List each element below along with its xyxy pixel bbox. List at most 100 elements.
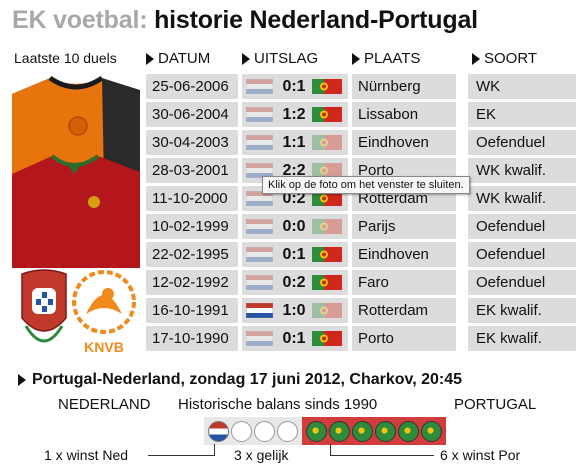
legend-draw: 3 x gelijk <box>234 447 289 463</box>
cell-result: 0:1 <box>242 326 348 351</box>
netherlands-flag-icon <box>246 163 273 178</box>
portugal-flag-icon <box>312 303 342 318</box>
table-row: 25-06-2006 0:1 Nürnberg WK <box>146 74 576 99</box>
col-header-place: PLAATS <box>352 50 420 67</box>
cell-place: Eindhoven <box>352 242 456 267</box>
arrow-right-icon <box>146 52 154 65</box>
score: 0:0 <box>282 218 306 235</box>
netherlands-flag-icon <box>246 107 273 122</box>
cell-kind: Oefenduel <box>468 242 576 267</box>
cell-kind: EK kwalif. <box>468 298 576 323</box>
cell-result: 1:2 <box>242 102 348 127</box>
score: 0:1 <box>282 246 306 263</box>
cell-kind: EK <box>468 102 576 127</box>
subtitle: Laatste 10 duels <box>14 50 117 66</box>
cell-date: 22-02-1995 <box>146 242 238 267</box>
portugal-jersey-image[interactable] <box>12 150 140 268</box>
portugal-flag-icon <box>312 163 342 178</box>
arrow-right-icon <box>472 52 480 65</box>
fpf-logo <box>21 269 67 343</box>
draw-coin-icon <box>254 420 275 442</box>
col-header-date-label: DATUM <box>158 50 211 67</box>
legend-connector <box>330 444 331 456</box>
cell-date: 28-03-2001 <box>146 158 238 183</box>
draw-coin-icon <box>277 420 298 442</box>
score: 0:2 <box>282 190 306 207</box>
legend-connector <box>214 444 215 456</box>
netherlands-flag-icon <box>246 331 273 346</box>
score: 1:0 <box>282 302 306 319</box>
table-row: 17-10-1990 0:1 Porto EK kwalif. <box>146 326 576 351</box>
nl-win-coin-icon <box>208 420 229 442</box>
pt-win-coin-icon <box>329 420 350 442</box>
table-row: 22-02-1995 0:1 Eindhoven Oefenduel <box>146 242 576 267</box>
arrow-right-icon <box>18 374 26 386</box>
next-match-text: Portugal-Nederland, zondag 17 juni 2012,… <box>32 371 463 388</box>
table-row: 30-04-2003 1:1 Eindhoven Oefenduel <box>146 130 576 155</box>
cell-place: Parijs <box>352 214 456 239</box>
cell-result: 0:1 <box>242 242 348 267</box>
balance-bar <box>204 417 446 445</box>
legend-connector <box>148 455 214 456</box>
col-header-result-label: UITSLAG <box>254 50 319 67</box>
score: 0:2 <box>282 274 306 291</box>
draw-coin-icon <box>231 420 252 442</box>
cell-kind: Oefenduel <box>468 270 576 295</box>
netherlands-flag-icon <box>246 303 273 318</box>
portugal-flag-icon <box>312 191 342 206</box>
cell-result: 1:0 <box>242 298 348 323</box>
cell-place: Eindhoven <box>352 130 456 155</box>
cell-date: 16-10-1991 <box>146 298 238 323</box>
portugal-flag-icon <box>312 247 342 262</box>
dutch-jersey-image[interactable] <box>12 74 140 182</box>
netherlands-flag-icon <box>246 135 273 150</box>
col-header-kind-label: SOORT <box>484 50 538 67</box>
cell-place: Faro <box>352 270 456 295</box>
arrow-right-icon <box>242 52 250 65</box>
score: 1:2 <box>282 106 306 123</box>
cell-date: 25-06-2006 <box>146 74 238 99</box>
cell-place: Rotterdam <box>352 298 456 323</box>
col-header-kind: SOORT <box>472 50 537 67</box>
cell-place: Porto <box>352 326 456 351</box>
cell-kind: WK kwalif. <box>468 158 576 183</box>
pt-win-coin-icon <box>306 420 327 442</box>
pt-win-coin-icon <box>421 420 442 442</box>
cell-date: 17-10-1990 <box>146 326 238 351</box>
table-row: 16-10-1991 1:0 Rotterdam EK kwalif. <box>146 298 576 323</box>
cell-date: 10-02-1999 <box>146 214 238 239</box>
table-row: 12-02-1992 0:2 Faro Oefenduel <box>146 270 576 295</box>
balance-label-nl: NEDERLAND <box>58 396 151 413</box>
portugal-flag-icon <box>312 219 342 234</box>
col-header-place-label: PLAATS <box>364 50 421 67</box>
col-header-result: UITSLAG <box>242 50 318 67</box>
score: 0:1 <box>282 78 306 95</box>
cell-result: 0:0 <box>242 214 348 239</box>
balance-segment-draws <box>204 417 302 445</box>
cell-kind: Oefenduel <box>468 214 576 239</box>
page-title: EK voetbal: historie Nederland-Portugal <box>12 6 478 35</box>
cell-kind: EK kwalif. <box>468 326 576 351</box>
next-match: Portugal-Nederland, zondag 17 juni 2012,… <box>18 371 462 389</box>
cell-date: 11-10-2000 <box>146 186 238 211</box>
legend-connector <box>330 455 434 456</box>
cell-date: 30-04-2003 <box>146 130 238 155</box>
title-prefix: EK voetbal: <box>12 6 148 34</box>
netherlands-flag-icon <box>246 247 273 262</box>
cell-date: 30-06-2004 <box>146 102 238 127</box>
pt-win-coin-icon <box>375 420 396 442</box>
balance-label-pt: PORTUGAL <box>454 396 537 413</box>
legend-nl: 1 x winst Ned <box>44 447 129 463</box>
cell-result: 1:1 <box>242 130 348 155</box>
cell-date: 12-02-1992 <box>146 270 238 295</box>
cell-result: 0:1 <box>242 74 348 99</box>
netherlands-flag-icon <box>246 79 273 94</box>
col-header-date: DATUM <box>146 50 210 67</box>
table-row: 30-06-2004 1:2 Lissabon EK <box>146 102 576 127</box>
cell-place: Lissabon <box>352 102 456 127</box>
knvb-logo-text: KNVB <box>84 339 124 355</box>
score: 1:1 <box>282 134 306 151</box>
cell-kind: WK <box>468 74 576 99</box>
legend-pt: 6 x winst Por <box>440 447 521 463</box>
title-main: historie Nederland-Portugal <box>154 6 478 34</box>
